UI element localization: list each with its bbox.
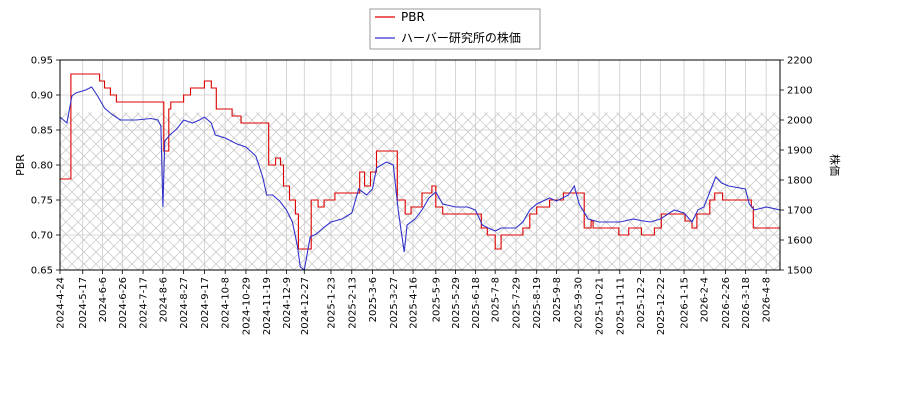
y-left-tick-label: 0.90 [31, 91, 53, 102]
shaded-region [60, 112, 780, 270]
y-left-tick-label: 0.75 [31, 196, 53, 207]
x-tick-label: 2025-2-13 [347, 277, 358, 329]
x-tick-label: 2024-7-17 [139, 277, 150, 329]
legend-label-pbr: PBR [401, 10, 425, 24]
axis-ticks: 2024-4-24 2024-5-17 2024-6-6 2024-6-26 2024-… [31, 56, 813, 336]
x-tick-label: 2026-4-8 [762, 277, 773, 322]
x-tick-label: 2025-3-6 [368, 277, 379, 322]
hatched-band [60, 112, 780, 270]
y-right-tick-label: 1900 [787, 146, 812, 157]
y-left-tick-label: 0.70 [31, 231, 53, 242]
legend-box [369, 8, 541, 50]
x-tick-label: 2025-7-8 [491, 277, 502, 322]
x-tick-label: 2025-11-11 [615, 277, 626, 335]
x-tick-label: 2026-2-26 [721, 277, 732, 329]
series-line-stock-price [60, 86, 780, 270]
y-right-tick-label: 2100 [787, 86, 812, 97]
x-tick-label: 2024-5-17 [78, 277, 89, 329]
y-right-tick-label: 1800 [787, 176, 812, 187]
x-tick-label: 2024-12-9 [282, 277, 293, 329]
x-tick-label: 2025-4-16 [409, 277, 420, 329]
x-tick-label: 2024-12-27 [300, 277, 311, 335]
y-right-tick-label: 1600 [787, 236, 812, 247]
legend: PBR ハーバー研究所の株価 [369, 8, 541, 50]
y-axis-left-title: PBR [14, 154, 27, 176]
x-tick-label: 2025-9-8 [552, 277, 563, 322]
y-left-tick-label: 0.80 [31, 161, 53, 172]
x-tick-label: 2025-6-18 [471, 277, 482, 329]
y-right-tick-label: 2200 [787, 56, 812, 67]
x-tick-label: 2024-10-29 [241, 277, 252, 335]
series-lines [60, 73, 780, 270]
x-tick-label: 2024-4-24 [56, 277, 67, 329]
x-tick-label: 2025-5-29 [451, 277, 462, 329]
y-axis-right-title: 株価 [828, 154, 842, 176]
x-tick-label: 2024-8-27 [179, 277, 190, 329]
y-right-tick-label: 1700 [787, 206, 812, 217]
x-tick-label: 2025-7-29 [511, 277, 522, 329]
x-tick-label: 2024-8-6 [158, 277, 169, 322]
y-left-tick-label: 0.85 [31, 126, 53, 137]
y-right-tick-label: 2000 [787, 116, 812, 127]
x-tick-label: 2026-3-18 [741, 277, 752, 329]
x-tick-label: 2025-12-22 [656, 277, 667, 335]
x-tick-label: 2024-10-8 [221, 277, 232, 329]
legend-label-stock-price: ハーバー研究所の株価 [401, 30, 521, 45]
x-tick-label: 2025-8-19 [532, 277, 543, 329]
x-tick-label: 2024-9-17 [200, 277, 211, 329]
y-left-tick-label: 0.95 [31, 56, 53, 67]
y-right-tick-label: 1500 [787, 266, 812, 277]
x-tick-label: 2026-2-4 [699, 277, 710, 322]
x-tick-label: 2024-6-26 [118, 277, 129, 329]
x-tick-label: 2026-1-15 [680, 277, 691, 329]
x-tick-label: 2025-5-9 [431, 277, 442, 322]
x-tick-label: 2025-9-30 [574, 277, 585, 329]
x-tick-label: 2025-1-23 [326, 277, 337, 329]
x-tick-label: 2024-11-19 [262, 277, 273, 335]
x-tick-label: 2025-10-21 [595, 277, 606, 335]
y-left-tick-label: 0.65 [31, 266, 53, 277]
x-tick-label: 2025-12-2 [636, 277, 647, 329]
x-tick-label: 2024-6-6 [98, 277, 109, 322]
x-tick-label: 2025-3-27 [389, 277, 400, 329]
